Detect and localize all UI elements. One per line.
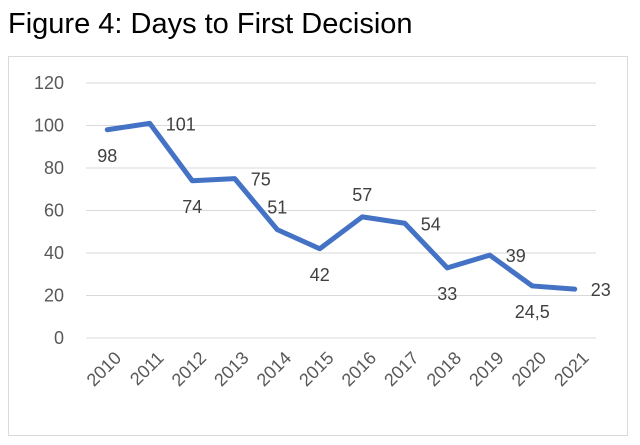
y-tick-label: 100 — [34, 116, 64, 136]
figure-title: Figure 4: Days to First Decision — [8, 8, 413, 40]
y-tick-label: 80 — [44, 158, 64, 178]
data-label: 98 — [97, 146, 117, 166]
series-line — [104, 120, 578, 292]
x-tick-label: 2014 — [253, 348, 295, 390]
data-label: 54 — [421, 214, 441, 234]
x-tick-label: 2012 — [168, 348, 210, 390]
chart-frame — [8, 56, 628, 436]
y-tick-label: 60 — [44, 201, 64, 221]
x-axis-ticks: 2010 2011 2012 2013 2014 2015 2016 2017 2018 2019… — [83, 348, 593, 390]
y-tick-label: 40 — [44, 243, 64, 263]
x-tick-label: 2021 — [550, 348, 592, 390]
x-tick-label: 2015 — [295, 348, 337, 390]
y-tick-label: 120 — [34, 73, 64, 93]
data-label: 42 — [310, 265, 330, 285]
data-label: 33 — [437, 284, 457, 304]
x-tick-label: 2016 — [338, 348, 380, 390]
x-tick-label: 2011 — [126, 348, 168, 390]
data-labels: 98 101 74 75 51 42 57 54 33 39 24,5 23 — [97, 114, 611, 322]
y-axis-ticks: 0 20 40 60 80 100 120 — [34, 73, 64, 348]
data-label: 24,5 — [515, 302, 550, 322]
data-label: 75 — [251, 170, 271, 190]
data-label: 23 — [591, 280, 611, 300]
series-line-0 — [104, 120, 578, 292]
x-tick-label: 2018 — [423, 348, 465, 390]
gridlines — [86, 82, 596, 339]
x-tick-label: 2017 — [380, 348, 422, 390]
x-tick-label: 2010 — [83, 348, 125, 390]
y-tick-label: 20 — [44, 286, 64, 306]
data-label: 74 — [182, 197, 202, 217]
y-tick-label: 0 — [54, 328, 64, 348]
x-tick-label: 2020 — [508, 348, 550, 390]
data-label: 51 — [267, 198, 287, 218]
data-label: 57 — [352, 185, 372, 205]
data-label: 39 — [506, 246, 526, 266]
x-tick-label: 2013 — [210, 348, 252, 390]
x-tick-label: 2019 — [465, 348, 507, 390]
data-label: 101 — [166, 114, 196, 134]
